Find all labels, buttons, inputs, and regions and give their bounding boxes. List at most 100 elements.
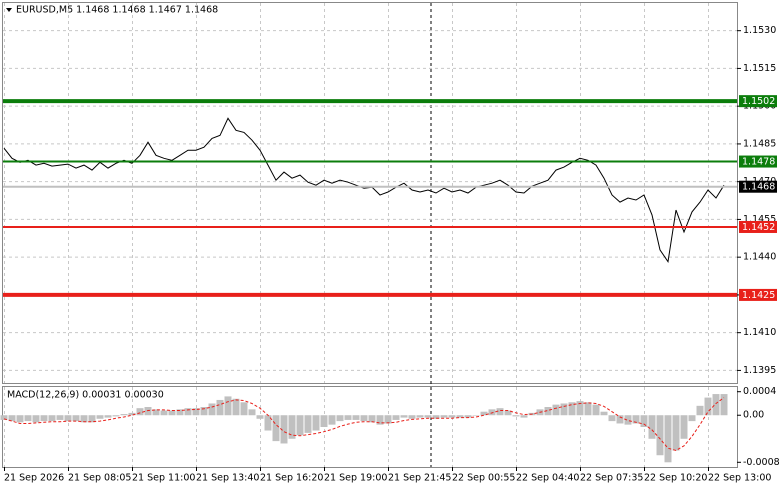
macd-bar — [168, 410, 176, 416]
y-tick-label: -0.0008 — [743, 457, 780, 468]
macd-bar — [328, 415, 336, 425]
macd-bar — [600, 411, 608, 416]
macd-bar — [160, 410, 168, 416]
macd-bar — [632, 415, 640, 424]
macd-bar — [208, 403, 216, 416]
level-label: 1.1452 — [742, 222, 775, 233]
macd-bar — [288, 415, 296, 439]
macd-bar — [272, 415, 280, 442]
y-tick-label: 0.0004 — [743, 386, 776, 397]
macd-bar — [656, 415, 664, 456]
macd-bar — [376, 415, 384, 425]
macd-bar — [240, 402, 248, 416]
price-header: EURUSD,M5 1.1468 1.1468 1.1467 1.1468 — [16, 5, 218, 16]
macd-bar — [112, 415, 120, 417]
macd-bar — [560, 403, 568, 416]
macd-bar — [496, 408, 504, 416]
macd-bar — [672, 415, 680, 451]
macd-bar — [32, 415, 40, 423]
macd-bar — [8, 415, 16, 422]
macd-bar — [40, 415, 48, 422]
macd-bar — [448, 415, 456, 418]
macd-bar — [192, 408, 200, 416]
level-label-box — [739, 288, 777, 301]
macd-bar — [392, 415, 400, 420]
macd-bar — [648, 415, 656, 439]
macd-bar — [664, 415, 672, 463]
level-label: 1.1478 — [742, 157, 775, 168]
macd-bar — [120, 414, 128, 416]
x-tick-label: 21 Sep 19:00 — [324, 473, 387, 484]
macd-bar — [312, 415, 320, 431]
macd-bar — [152, 409, 160, 416]
macd-bar — [344, 415, 352, 420]
macd-bar — [680, 415, 688, 439]
macd-bar — [704, 397, 712, 416]
x-tick-label: 22 Sep 07:35 — [580, 473, 643, 484]
macd-header: MACD(12,26,9) 0.00031 0.00030 — [7, 390, 164, 401]
macd-panel — [2, 386, 738, 468]
macd-bar — [592, 404, 600, 416]
macd-bar — [696, 405, 704, 416]
macd-bar — [472, 415, 480, 416]
macd-bar — [336, 415, 344, 422]
macd-bar — [464, 415, 472, 418]
macd-bar — [88, 415, 96, 423]
macd-bar — [416, 415, 424, 418]
macd-bar — [688, 415, 696, 422]
macd-bar — [200, 407, 208, 416]
macd-bar — [608, 415, 616, 422]
x-tick-label: 22 Sep 00:55 — [452, 473, 515, 484]
macd-bar — [504, 410, 512, 416]
macd-bar — [512, 415, 520, 417]
macd-bar — [544, 407, 552, 416]
y-tick-label: 1.1530 — [743, 25, 776, 36]
macd-bar — [368, 415, 376, 423]
macd-bar — [224, 396, 232, 416]
signal-line — [3, 397, 725, 452]
macd-bar — [104, 415, 112, 418]
x-tick-label: 22 Sep 04:40 — [516, 473, 579, 484]
y-tick-label: 1.1515 — [743, 63, 776, 74]
y-tick-label: 1.1440 — [743, 252, 776, 263]
macd-bar — [48, 415, 56, 422]
level-label-box — [739, 220, 777, 233]
macd-bar — [0, 415, 8, 420]
level-label: 1.1502 — [742, 96, 775, 107]
macd-bar — [56, 415, 64, 420]
macd-bar — [384, 415, 392, 424]
macd-bar — [176, 409, 184, 416]
macd-bar — [568, 402, 576, 416]
macd-bar — [144, 407, 152, 416]
x-tick-label: 21 Sep 16:20 — [260, 473, 323, 484]
macd-bar — [256, 415, 264, 419]
x-tick-label: 22 Sep 13:00 — [708, 473, 771, 484]
header-icon — [6, 8, 12, 12]
macd-bar — [640, 415, 648, 427]
macd-bar — [584, 402, 592, 416]
macd-bar — [72, 415, 80, 422]
macd-bar — [456, 415, 464, 418]
macd-bar — [184, 408, 192, 416]
macd-bar — [248, 409, 256, 416]
macd-bar — [128, 412, 136, 416]
price-line — [3, 117, 725, 264]
level-label-box — [739, 155, 777, 168]
macd-bar — [280, 415, 288, 444]
level-label: 1.1425 — [742, 290, 775, 301]
y-tick-label: 1.1395 — [743, 365, 776, 376]
macd-bar — [520, 415, 528, 418]
y-tick-label: 1.1485 — [743, 138, 776, 149]
macd-bar — [616, 415, 624, 424]
x-tick-label: 22 Sep 10:20 — [644, 473, 707, 484]
macd-bar — [352, 415, 360, 420]
y-tick-label: 1.1455 — [743, 214, 776, 225]
x-tick-label: 21 Sep 21:45 — [388, 473, 451, 484]
macd-bar — [576, 401, 584, 416]
macd-bar — [64, 415, 72, 422]
macd-bar — [264, 415, 272, 431]
x-tick-label: 21 Sep 13:40 — [196, 473, 259, 484]
